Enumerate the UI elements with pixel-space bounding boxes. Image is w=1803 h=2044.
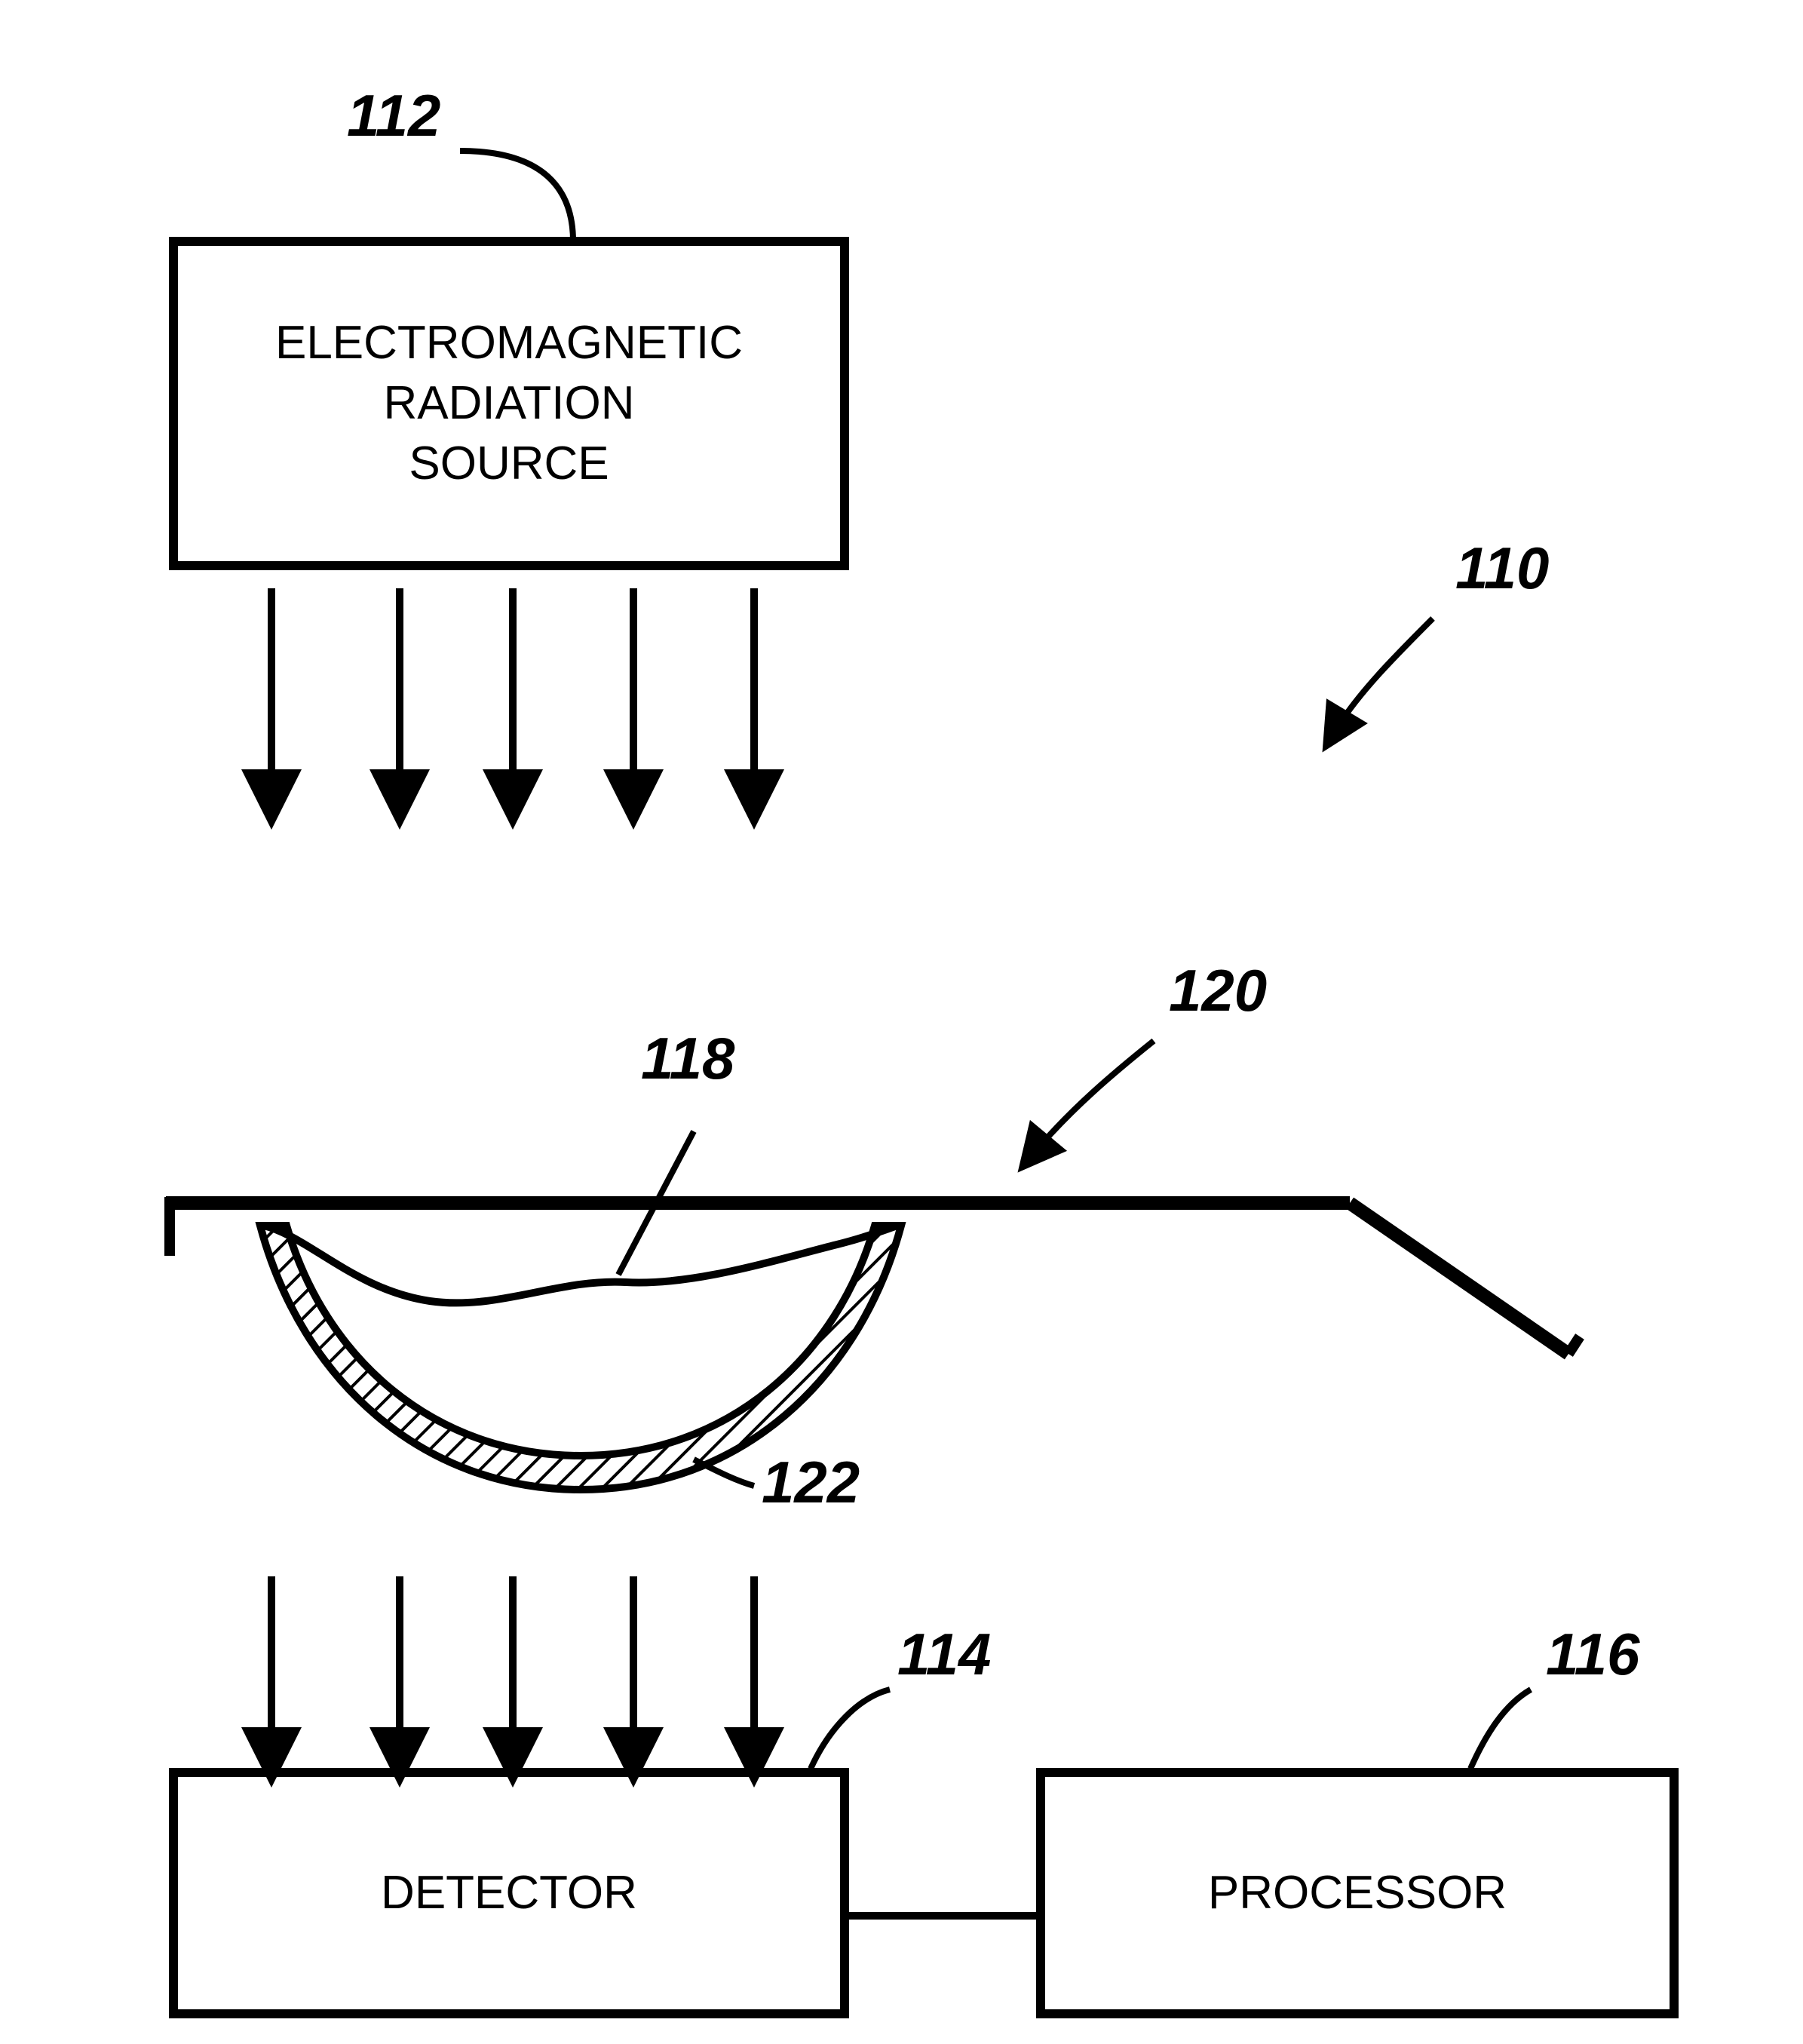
- leader-120: [1033, 1041, 1154, 1154]
- arrows-bottom: [271, 1576, 754, 1757]
- source-box: ELECTROMAGNETIC RADIATION SOURCE: [173, 241, 845, 566]
- ref-116: 116: [1546, 1621, 1640, 1687]
- ref-114: 114: [897, 1621, 991, 1687]
- eyeglasses: [166, 1197, 1580, 1490]
- frame-temple: [1350, 1203, 1568, 1354]
- leader-114: [811, 1690, 890, 1769]
- leader-116: [1470, 1690, 1531, 1769]
- detector-label: DETECTOR: [381, 1867, 637, 1919]
- ref-112: 112: [347, 82, 440, 149]
- source-label-line2: RADIATION: [384, 377, 635, 429]
- source-label-line3: SOURCE: [409, 437, 609, 490]
- frame-temple-end: [1568, 1337, 1580, 1354]
- ref-120: 120: [1169, 957, 1267, 1024]
- source-label-line1: ELECTROMAGNETIC: [275, 317, 743, 369]
- processor-box: PROCESSOR: [1041, 1772, 1674, 2014]
- leader-110: [1335, 618, 1433, 732]
- sample-line: [264, 1226, 897, 1303]
- ref-122: 122: [762, 1449, 860, 1515]
- processor-label: PROCESSOR: [1208, 1867, 1507, 1919]
- detector-box: DETECTOR: [173, 1772, 845, 2014]
- leader-122: [694, 1459, 754, 1486]
- ref-118: 118: [641, 1025, 735, 1091]
- leader-112: [460, 151, 573, 241]
- arrows-top: [271, 588, 754, 799]
- ref-110: 110: [1455, 535, 1549, 601]
